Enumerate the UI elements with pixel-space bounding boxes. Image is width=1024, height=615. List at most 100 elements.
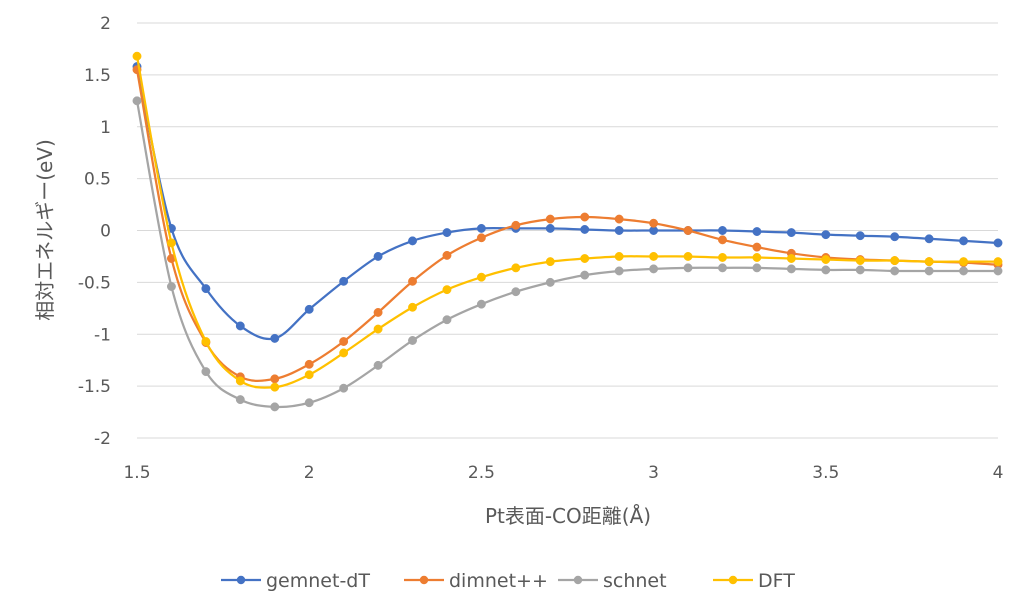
data-point: [442, 250, 452, 260]
data-point: [166, 282, 176, 291]
data-point: [339, 348, 349, 358]
data-point: [683, 263, 693, 273]
data-point: [545, 223, 555, 233]
series-line: [135, 66, 999, 341]
data-point: [339, 337, 349, 346]
legend-item-dimnet++: dimnet++: [404, 570, 548, 592]
data-point: [304, 304, 314, 314]
data-point: [373, 251, 383, 261]
gridlines: [137, 22, 998, 439]
series-layer: [132, 51, 1003, 412]
data-point: [649, 218, 659, 228]
legend-label: DFT: [758, 570, 795, 592]
data-point: [993, 257, 1003, 267]
data-point: [786, 228, 796, 238]
data-point: [959, 266, 969, 276]
data-point: [924, 257, 934, 267]
data-point: [752, 263, 762, 273]
data-point: [201, 337, 211, 346]
data-point: [890, 266, 900, 276]
data-point: [339, 383, 349, 393]
data-point: [132, 51, 142, 61]
data-point: [408, 276, 417, 286]
data-point: [408, 302, 417, 312]
data-point: [373, 324, 383, 334]
data-point: [442, 285, 452, 295]
data-point: [614, 214, 624, 224]
y-tick-label: -1.5: [78, 377, 111, 397]
legend-marker: [419, 575, 429, 585]
data-point: [545, 214, 555, 224]
data-point: [270, 374, 280, 384]
data-point: [821, 265, 831, 275]
x-axis-title: Pt表面-CO距離(Å): [485, 504, 651, 528]
series-dimnet++: [132, 65, 1003, 384]
data-point: [718, 253, 727, 262]
data-point: [855, 231, 865, 241]
data-point: [235, 376, 245, 386]
legend: gemnet-dT dimnet++ schnet DFT: [221, 570, 795, 592]
data-point: [959, 236, 969, 246]
y-tick-label: -0.5: [78, 273, 111, 293]
data-point: [511, 287, 521, 297]
x-tick-label: 2.5: [468, 463, 495, 483]
data-point: [580, 254, 590, 263]
legend-item-DFT: DFT: [713, 570, 795, 592]
data-point: [752, 242, 762, 252]
data-point: [166, 238, 176, 248]
y-tick-label: -1: [94, 325, 111, 345]
data-point: [959, 257, 969, 267]
data-point: [373, 308, 383, 317]
x-tick-label: 1.5: [123, 463, 150, 483]
data-point: [270, 382, 280, 392]
data-point: [132, 96, 142, 106]
y-tick-label: 1.5: [84, 66, 111, 86]
data-point: [924, 234, 934, 244]
data-point: [649, 251, 659, 261]
data-point: [683, 226, 693, 235]
x-tick-label: 2: [304, 463, 315, 483]
y-tick-label: 1: [100, 118, 111, 138]
data-point: [821, 230, 831, 240]
data-point: [235, 395, 245, 405]
data-point: [442, 315, 452, 325]
data-point: [752, 253, 762, 262]
data-point: [270, 402, 280, 412]
data-point: [718, 226, 727, 235]
data-point: [683, 251, 693, 261]
data-point: [545, 277, 555, 287]
data-point: [511, 220, 521, 230]
legend-label: dimnet++: [449, 570, 548, 592]
data-point: [924, 266, 934, 276]
data-point: [476, 233, 486, 243]
data-point: [304, 398, 314, 408]
data-point: [614, 226, 624, 235]
series-line: [135, 100, 998, 409]
data-point: [235, 321, 245, 331]
data-point: [855, 256, 865, 266]
data-point: [442, 228, 452, 238]
y-axis-title: 相対エネルギー(eV): [33, 139, 57, 321]
data-point: [821, 255, 831, 264]
series-DFT: [132, 51, 1003, 392]
data-point: [545, 257, 555, 267]
data-point: [476, 272, 486, 282]
data-point: [993, 266, 1003, 276]
legend-label: gemnet-dT: [266, 570, 370, 592]
data-point: [511, 263, 521, 273]
data-point: [580, 270, 590, 280]
data-point: [614, 266, 624, 276]
x-tick-label: 3.5: [812, 463, 839, 483]
data-point: [476, 299, 486, 309]
data-point: [718, 235, 727, 245]
legend-marker: [573, 575, 583, 585]
data-point: [408, 236, 417, 246]
x-tick-label: 3: [648, 463, 659, 483]
legend-item-schnet: schnet: [558, 570, 667, 592]
legend-item-gemnet-dT: gemnet-dT: [221, 570, 370, 592]
data-point: [373, 360, 383, 370]
data-point: [890, 232, 900, 242]
y-axis-ticks: 2 1.5 1 0.5 0 -0.5 -1 -1.5 -2: [78, 14, 111, 449]
legend-label: schnet: [603, 570, 667, 592]
